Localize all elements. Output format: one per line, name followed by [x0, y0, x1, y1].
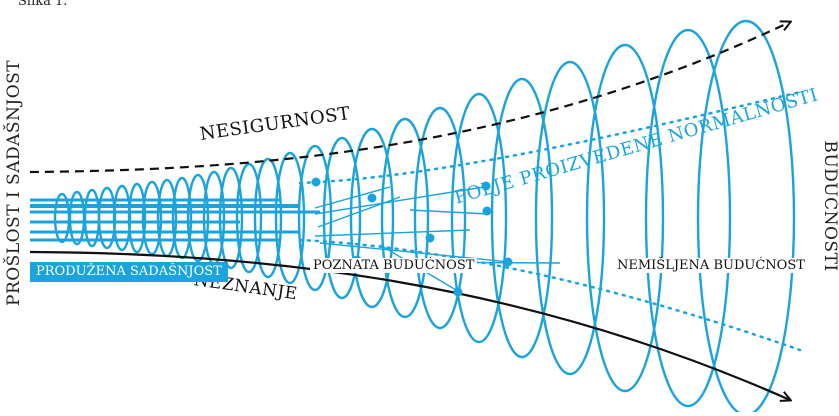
time-ellipse-21: [450, 92, 508, 344]
event-dot-2: [367, 193, 377, 203]
connector-line-4: [314, 229, 471, 237]
figure-caption: Slika 1.: [18, 0, 68, 9]
event-dot-5: [481, 181, 491, 191]
futures-axis-label: BUDUĆNOSTI: [820, 140, 839, 272]
time-ellipse-7: [141, 180, 163, 256]
time-ellipse-26: [696, 19, 796, 416]
time-ellipses: [53, 19, 796, 416]
connector-line-8: [409, 209, 489, 215]
extended-present-label: PRODUŽENA SADAŠNJOST: [30, 262, 228, 282]
known-future-label: POZNATA BUDUĆNOST: [310, 258, 478, 273]
connector-line-3: [317, 196, 401, 228]
event-dot-7: [453, 287, 463, 297]
time-ellipse-18: [349, 127, 395, 309]
time-ellipse-15: [274, 151, 306, 285]
boundary-curves: [29, 22, 802, 400]
time-ellipse-17: [322, 136, 362, 300]
time-ellipse-23: [534, 60, 606, 376]
normality-lower-dotted-curve: [298, 238, 802, 352]
time-ellipse-22: [490, 77, 554, 359]
time-ellipse-6: [127, 182, 147, 254]
ignorance-curve: [29, 250, 790, 400]
time-ellipse-24: [585, 43, 665, 393]
time-ellipse-12: [218, 166, 244, 270]
time-ellipse-25: [644, 28, 732, 408]
unthought-future-label: NEMIŠLJENA BUDUĆNOST: [614, 258, 808, 273]
event-dot-6: [482, 206, 492, 216]
event-dot-1: [311, 177, 321, 187]
time-ellipse-10: [186, 173, 210, 263]
time-ellipse-19: [380, 117, 430, 319]
normality-upper-dotted-curve: [298, 90, 802, 185]
connector-line-1: [314, 186, 391, 209]
time-ellipse-13: [235, 162, 263, 274]
past-present-axis-label: PROŠLOST I SADAŠNJOST: [4, 59, 24, 306]
event-dot-8: [503, 257, 513, 267]
time-ellipse-14: [253, 157, 283, 279]
present-bars: [30, 198, 320, 242]
event-dot-4: [425, 233, 435, 243]
time-ellipse-3: [83, 188, 101, 248]
connector-line-2: [314, 185, 491, 215]
time-ellipse-20: [413, 106, 467, 330]
uncertainty-curve: [29, 22, 790, 174]
connector-line-5: [319, 242, 511, 263]
time-ellipse-16: [297, 144, 333, 292]
